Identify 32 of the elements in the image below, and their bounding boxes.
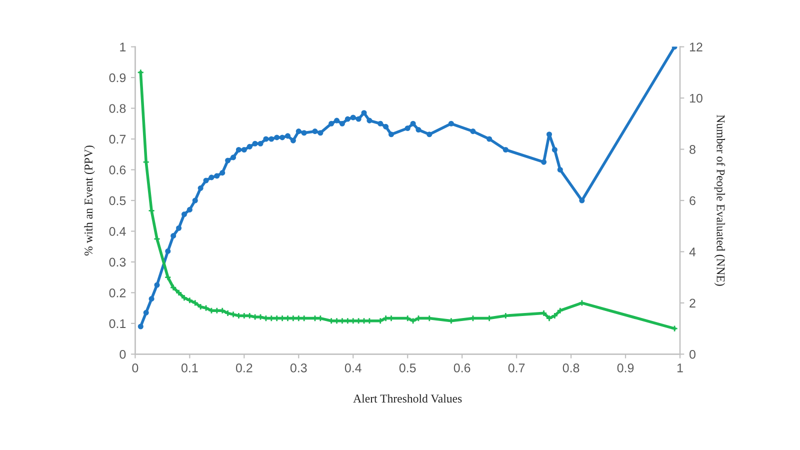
y2-tick-label: 10 xyxy=(690,94,702,103)
y2-tick-label: 0 xyxy=(690,350,696,359)
x-tick-label: 0.3 xyxy=(290,364,307,372)
x-tick-label: 0.8 xyxy=(562,364,580,372)
x-tick-label: 0 xyxy=(132,364,138,372)
y-tick-label: 0.1 xyxy=(109,319,126,328)
y-tick-label: 0.3 xyxy=(109,258,126,267)
x-tick-label: 0.9 xyxy=(617,364,634,372)
y-tick-label: 0.4 xyxy=(109,227,126,236)
y-tick-label: 0.5 xyxy=(109,196,126,206)
y-tick-label: 0.2 xyxy=(109,288,126,298)
y-tick-label: 0.9 xyxy=(109,73,126,82)
y2-tick-label: 8 xyxy=(690,145,696,154)
x-tick-label: 0.6 xyxy=(454,364,470,372)
y-tick-label: 0.8 xyxy=(109,104,126,113)
x-tick-label: 0.1 xyxy=(181,364,198,372)
y-axis-title: % with an Event (PPV) xyxy=(84,146,95,256)
y2-axis-title: Number of People Evaluated (NNE) xyxy=(714,114,726,286)
x-tick-label: 1 xyxy=(677,364,683,372)
y2-tick-label: 6 xyxy=(690,196,696,206)
y-tick-label: 0.7 xyxy=(109,134,126,144)
y2-tick-label: 2 xyxy=(690,298,696,308)
y2-tick-label: 12 xyxy=(690,42,702,52)
x-tick-label: 0.2 xyxy=(236,364,252,372)
x-tick-label: 0.4 xyxy=(344,364,362,372)
y-tick-label: 0.6 xyxy=(109,166,126,174)
y2-tick-label: 4 xyxy=(689,248,696,256)
x-tick-label: 0.5 xyxy=(399,364,416,372)
x-tick-label: 0.7 xyxy=(508,364,525,372)
y-tick-label: 1 xyxy=(120,42,126,52)
y-tick-label: 0 xyxy=(120,350,126,359)
x-axis-title: Alert Threshold Values xyxy=(353,394,462,403)
